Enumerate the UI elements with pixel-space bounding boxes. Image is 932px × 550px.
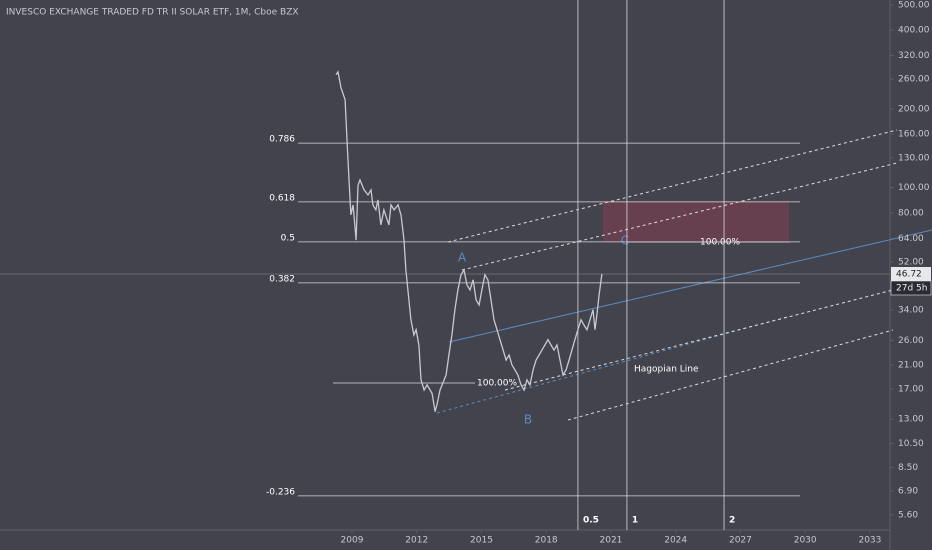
fib-label: 0.618 [269, 193, 295, 203]
countdown-badge [890, 280, 932, 296]
y-tick-label: 400.00 [898, 26, 930, 36]
trend-label: Hagopian Line [634, 365, 699, 375]
y-tick-label: 320.00 [898, 51, 930, 61]
wave-label: C [621, 234, 629, 248]
y-tick-label: 26.00 [898, 336, 924, 346]
extension-label: 100.00% [700, 238, 740, 248]
fib-label: -0.236 [266, 487, 295, 497]
y-tick-label: 80.00 [898, 208, 924, 218]
fib-label: 0.382 [269, 274, 295, 284]
countdown-label: 27d 5h [896, 284, 927, 294]
wave-label: A [458, 251, 467, 265]
y-tick-label: 260.00 [898, 75, 930, 85]
y-tick-label: 10.50 [898, 439, 924, 449]
price-badge [891, 267, 931, 282]
y-tick-label: 5.60 [898, 510, 918, 520]
time-zone-label: 2 [729, 516, 735, 526]
y-tick-label: 21.00 [898, 360, 924, 370]
y-tick-label: 500.00 [898, 0, 930, 10]
y-tick-label: 13.00 [898, 415, 924, 425]
channel-line [436, 315, 791, 414]
y-tick-label: 34.00 [898, 306, 924, 316]
x-tick-label: 2027 [729, 536, 752, 546]
trend-line [448, 229, 932, 343]
x-tick-label: 2012 [405, 536, 428, 546]
channel-line [447, 129, 898, 243]
x-tick-label: 2024 [664, 536, 687, 546]
y-tick-label: 100.00 [898, 183, 930, 193]
y-tick-label: 200.00 [898, 104, 930, 114]
y-tick-label: 64.00 [898, 234, 924, 244]
y-tick-label: 160.00 [898, 130, 930, 140]
time-zone-label: 1 [632, 516, 638, 526]
y-tick-label: 17.00 [898, 384, 924, 394]
y-tick-label: 8.50 [898, 463, 918, 473]
price-badge-label: 46.72 [896, 270, 922, 280]
chart-title: INVESCO EXCHANGE TRADED FD TR II SOLAR E… [6, 8, 299, 18]
wave-label: B [524, 413, 532, 427]
channel-line [567, 329, 894, 421]
y-tick-label: 6.90 [898, 487, 918, 497]
channel-line [504, 289, 894, 391]
y-tick-label: 130.00 [898, 153, 930, 163]
channel-line [461, 162, 898, 271]
x-tick-label: 2018 [535, 536, 558, 546]
fib-label: 0.786 [269, 135, 295, 145]
x-tick-label: 2021 [600, 536, 623, 546]
y-tick-label: 52.00 [898, 257, 924, 267]
fib-label: 0.5 [281, 233, 295, 243]
x-tick-label: 2033 [858, 536, 881, 546]
x-tick-label: 2009 [341, 536, 364, 546]
time-zone-label: 0.5 [583, 516, 599, 526]
target-box [603, 201, 789, 242]
x-tick-label: 2030 [794, 536, 817, 546]
x-tick-label: 2015 [470, 536, 493, 546]
extension-label: 100.00% [477, 379, 517, 389]
price-line [335, 70, 603, 412]
